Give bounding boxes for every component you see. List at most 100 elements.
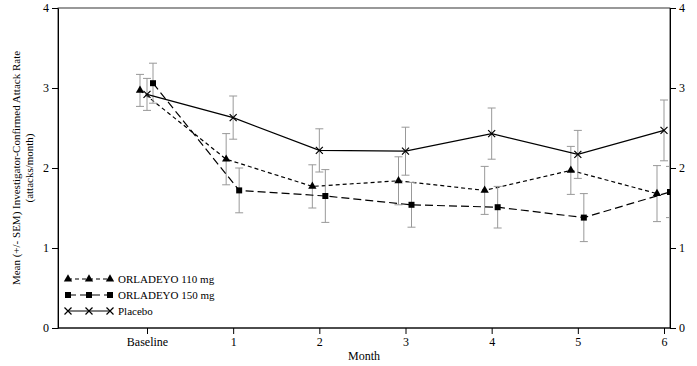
series-area [136,63,670,241]
series-line [140,90,657,193]
tick-label: 2 [679,161,685,175]
marker [394,176,402,183]
error-bar [136,74,144,106]
marker [667,189,670,195]
tick-mark [52,8,58,9]
series [149,63,670,241]
legend-marker [106,274,114,281]
error-bar [143,78,151,110]
tick: 3 [403,328,409,349]
marker [661,127,668,134]
tick-mark [52,168,58,169]
tick: 4 [489,328,495,349]
legend-item: Placebo [65,305,154,317]
legend-marker [107,308,114,315]
plot: 0 1 2 3 4 0 1 2 3 4 Baseline 1 2 3 4 5 6 Month Mean (+/- S… [10,1,685,363]
marker [481,186,489,193]
tick-mark [670,328,676,329]
chart: 0 1 2 3 4 0 1 2 3 4 Baseline 1 2 3 4 5 6 Month Mean (+/- S… [0,0,697,366]
legend-item: ORLADEYO 110 mg [64,273,215,285]
x-axis-title: Month [348,349,380,363]
legend-marker [107,292,113,298]
tick-label: 1 [231,335,237,349]
tick-mark [406,328,407,334]
marker [316,147,323,154]
marker [581,215,587,221]
error-bar [653,166,661,222]
tick-mark [52,248,58,249]
tick-label: Baseline [127,335,168,349]
y-axis-title-line: (attacks/month) [23,133,36,202]
error-bar [666,166,670,217]
error-bar [580,194,588,242]
tick: 1 [43,241,58,255]
legend-marker [65,292,71,298]
tick: 1 [670,241,685,255]
legend: ORLADEYO 110 mg ORLADEYO 150 mg Placebo [64,273,215,317]
marker [136,86,144,93]
tick-mark [147,328,148,334]
tick-label: 3 [679,81,685,95]
error-bar [229,96,237,139]
marker [488,130,495,137]
tick-mark [670,88,676,89]
tick-mark [233,328,234,334]
marker [144,91,151,98]
y-axis-right: 0 1 2 3 4 [670,1,685,335]
tick-mark [670,8,676,9]
tick: 3 [43,81,58,95]
y-axis: 0 1 2 3 4 [43,1,59,335]
tick: 5 [575,328,581,349]
series [136,74,661,221]
series-line [147,94,664,154]
axis-line [58,9,59,329]
tick-label: 1 [679,241,685,255]
marker [409,202,415,208]
tick: 1 [231,328,237,349]
tick-label: 4 [43,1,49,15]
tick-label: 3 [43,81,49,95]
legend-marker [86,308,93,315]
marker [567,166,575,173]
tick-mark [578,328,579,334]
marker [230,114,237,121]
marker [495,204,501,210]
tick-mark [52,88,58,89]
marker [574,151,581,158]
tick-mark [670,248,676,249]
legend-marker [65,308,72,315]
plot-frame [58,8,670,328]
tick-mark [664,328,665,334]
y-axis-title-line: Mean (+/- SEM) Investigator-Confirmed At… [10,51,23,285]
marker [308,182,316,189]
marker [236,187,242,193]
tick-label: 2 [43,161,49,175]
tick: 4 [670,1,685,15]
series [143,78,668,178]
tick: 0 [43,321,58,335]
error-bar [321,170,329,223]
tick-label: 2 [317,335,323,349]
tick: 2 [317,328,323,349]
error-bar [408,182,416,227]
legend-label: ORLADEYO 150 mg [118,289,215,301]
tick-label: 1 [43,241,49,255]
y-axis-title: Mean (+/- SEM) Investigator-Confirmed At… [10,51,36,285]
marker [150,80,156,86]
marker [222,154,230,161]
tick-label: 4 [679,1,685,15]
legend-marker [85,274,93,281]
tick: 0 [670,321,685,335]
tick-label: 3 [403,335,409,349]
marker [402,148,409,155]
error-bar [574,130,582,178]
tick-mark [670,168,676,169]
marker [322,193,328,199]
tick-label: 0 [679,321,685,335]
tick-label: 0 [43,321,49,335]
error-bar [494,186,502,228]
tick: 2 [43,161,58,175]
error-bar [235,168,243,213]
tick: 6 [662,328,668,349]
legend-marker [64,274,72,281]
